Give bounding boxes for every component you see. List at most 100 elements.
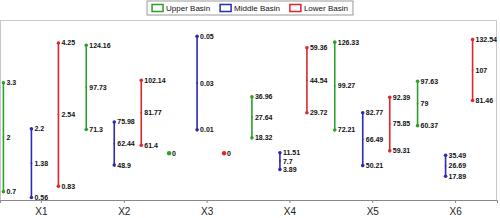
data-label: 0 (227, 150, 231, 157)
range-min (2, 190, 6, 194)
range-line (58, 43, 60, 186)
data-label: 102.14 (144, 77, 166, 84)
data-label: 0.83 (61, 183, 75, 190)
range-min (195, 128, 199, 132)
x-tick-label: X4 (284, 206, 297, 217)
legend-swatch (290, 5, 301, 12)
range-max (305, 46, 309, 50)
range-min (444, 174, 448, 178)
range-max (333, 40, 337, 44)
range-max (112, 120, 116, 124)
data-label: 3.3 (6, 79, 16, 86)
x-tick: X1 (35, 200, 48, 217)
x-tick-mark (455, 200, 456, 203)
data-label: 7.7 (283, 158, 293, 165)
range-point (167, 151, 171, 155)
range-line (3, 83, 5, 192)
range-line (306, 48, 308, 113)
legend-item: Upper Basin (152, 4, 210, 13)
range-min (388, 149, 392, 153)
range-mean (113, 143, 115, 145)
x-tick: X6 (449, 200, 462, 217)
data-label: 107 (476, 67, 488, 74)
data-label: 62.44 (117, 140, 135, 147)
data-label: 2 (6, 134, 10, 141)
range-line (417, 81, 419, 125)
data-label: 59.36 (310, 44, 328, 51)
range-min (361, 164, 365, 168)
range-line (140, 80, 142, 145)
data-label: 17.89 (449, 173, 467, 180)
legend-box (147, 1, 353, 15)
range-max (416, 79, 420, 83)
data-label: 79 (421, 100, 429, 107)
data-label: 50.21 (366, 162, 384, 169)
range-max (139, 79, 143, 83)
range-mean (58, 114, 60, 116)
x-tick-mark (289, 200, 290, 203)
range-min (333, 128, 337, 132)
data-label: 61.4 (144, 142, 158, 149)
marks (2, 35, 475, 200)
x-tick-mark (207, 200, 208, 203)
range-max (388, 95, 392, 99)
series-1 (30, 35, 448, 200)
range-max (361, 111, 365, 115)
data-label: 1.38 (34, 160, 48, 167)
range-min (84, 128, 88, 132)
data-label: 0.7 (6, 188, 16, 195)
x-tick-label: X3 (201, 206, 214, 217)
x-tick-mark (372, 200, 373, 203)
x-tick: X2 (118, 200, 131, 217)
data-label: 0.05 (200, 33, 214, 40)
range-min (30, 196, 34, 200)
data-label: 0.01 (200, 126, 214, 133)
data-label: 2.2 (34, 125, 44, 132)
range-mean (140, 112, 142, 114)
data-label: 126.33 (338, 39, 360, 46)
series-2 (57, 38, 475, 188)
data-label: 81.46 (476, 97, 494, 104)
range-mean (3, 136, 5, 138)
legend-item: Lower Basin (290, 4, 348, 13)
data-label: 72.21 (338, 126, 356, 133)
x-tick-mark (124, 200, 125, 203)
range-line (279, 153, 281, 170)
data-label: 59.31 (393, 147, 411, 154)
range-min (250, 136, 254, 140)
range-max (444, 154, 448, 158)
data-label: 99.27 (338, 82, 356, 89)
range-mean (196, 82, 198, 84)
range-mean (334, 85, 336, 87)
data-label: 4.25 (61, 39, 75, 46)
range-line (362, 113, 364, 166)
data-label: 27.64 (255, 114, 273, 121)
series-0 (2, 40, 420, 193)
data-label: 3.89 (283, 166, 297, 173)
data-labels: 3.320.7124.1697.7371.3036.9627.6418.3212… (6, 33, 497, 201)
range-line (31, 129, 33, 198)
range-max (195, 35, 199, 39)
range-min (139, 143, 143, 147)
range-max (250, 95, 254, 99)
range-mean (31, 162, 33, 164)
chart: X1X2X3X4X5X63.320.7124.1697.7371.3036.96… (0, 0, 500, 218)
data-label: 11.51 (283, 149, 300, 156)
legend-label: Middle Basin (234, 4, 280, 13)
data-label: 71.3 (89, 126, 103, 133)
legend-label: Upper Basin (166, 4, 210, 13)
range-mean (279, 160, 281, 162)
data-label: 18.32 (255, 134, 273, 141)
range-line (251, 97, 253, 138)
data-label: 36.96 (255, 93, 273, 100)
range-max (30, 127, 34, 131)
range-mean (251, 116, 253, 118)
x-tick-label: X5 (367, 206, 380, 217)
range-min (416, 124, 420, 128)
range-max (278, 151, 282, 155)
data-label: 60.37 (421, 122, 439, 129)
range-max (57, 41, 61, 45)
data-label: 132.54 (476, 36, 498, 43)
range-mean (85, 86, 87, 88)
x-tick-label: X1 (35, 206, 48, 217)
